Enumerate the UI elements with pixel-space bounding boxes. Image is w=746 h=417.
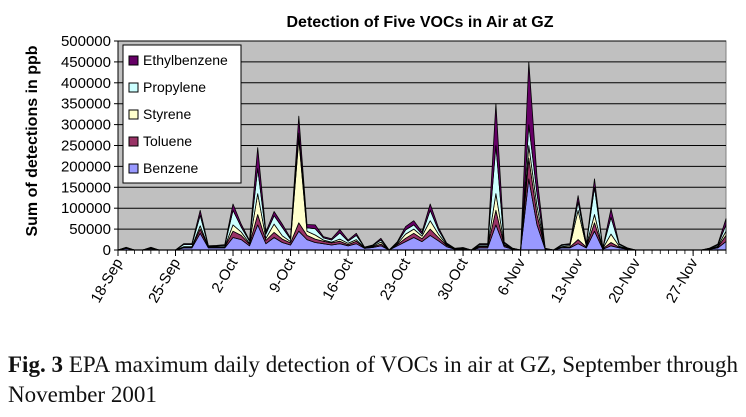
legend-label-ethylbenzene: Ethylbenzene [143, 52, 228, 68]
figure-caption-label: Fig. 3 [8, 352, 64, 377]
y-tick-label-3: 150000 [61, 179, 111, 196]
stacked-area-chart: Detection of Five VOCs in Air at GZ Sum … [24, 14, 727, 306]
legend-swatch-styrene [128, 109, 139, 120]
legend-swatch-ethylbenzene [128, 55, 139, 66]
x-tick-label-6: 30-Oct [434, 255, 472, 303]
y-tick-label-2: 100000 [61, 200, 111, 217]
y-tick-label-6: 300000 [61, 117, 111, 134]
x-tick-label-9: 20-Nov [605, 255, 644, 306]
x-tick-label-5: 23-Oct [377, 255, 415, 303]
y-tick-label-10: 500000 [61, 33, 111, 50]
x-axis-ticks: 18-Sep 25-Sep 2-Oct 9-Oct 16-Oct 23-Oct 30-Oct… [88, 250, 727, 306]
legend-label-benzene: Benzene [143, 160, 198, 176]
y-tick-label-1: 50000 [69, 221, 111, 238]
y-tick-label-8: 400000 [61, 75, 111, 92]
legend-swatch-benzene [128, 163, 139, 174]
y-tick-label-7: 350000 [61, 96, 111, 113]
y-tick-label-4: 200000 [61, 158, 111, 175]
legend-label-styrene: Styrene [143, 106, 191, 122]
x-tick-label-0: 18-Sep [88, 256, 127, 306]
y-axis-label: Sum of detections in ppb [24, 45, 41, 236]
x-tick-label-4: 16-Oct [319, 255, 357, 303]
x-tick-label-7: 6-Nov [494, 255, 529, 299]
legend-box [122, 44, 242, 184]
legend: Ethylbenzene Propylene Styrene Toluene Benze… [122, 44, 242, 184]
chart-title: Detection of Five VOCs in Air at GZ [287, 14, 554, 31]
x-tick-label-1: 25-Sep [145, 256, 184, 306]
x-tick-label-8: 13-Nov [548, 255, 587, 306]
legend-label-propylene: Propylene [143, 79, 206, 95]
x-tick-label-10: 27-Nov [663, 255, 702, 306]
legend-swatch-propylene [128, 82, 139, 93]
legend-label-toluene: Toluene [143, 133, 192, 149]
y-tick-label-9: 450000 [61, 54, 111, 71]
series-area-ethylbenzene [117, 61, 727, 251]
x-tick-label-2: 2-Oct [208, 255, 241, 296]
y-tick-label-5: 250000 [61, 138, 111, 155]
figure-caption: Fig. 3 EPA maximum daily detection of VO… [8, 350, 738, 410]
figure-caption-text: EPA maximum daily detection of VOCs in a… [8, 352, 738, 407]
y-tick-label-0: 0 [103, 242, 111, 259]
x-tick-label-3: 9-Oct [266, 255, 299, 296]
legend-swatch-toluene [128, 136, 139, 147]
y-axis-ticks: 0 50000 100000 150000 200000 250000 300000 3500… [61, 33, 118, 259]
